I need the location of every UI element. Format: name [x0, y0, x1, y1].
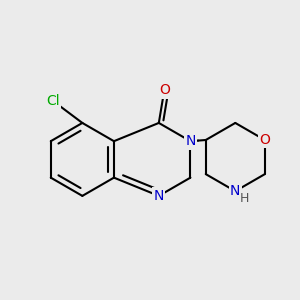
Text: N: N — [154, 189, 164, 203]
Text: O: O — [159, 83, 170, 97]
Text: N: N — [230, 184, 241, 198]
Text: Cl: Cl — [46, 94, 60, 108]
Text: H: H — [240, 192, 249, 205]
Text: N: N — [185, 134, 196, 148]
Text: O: O — [260, 133, 270, 147]
